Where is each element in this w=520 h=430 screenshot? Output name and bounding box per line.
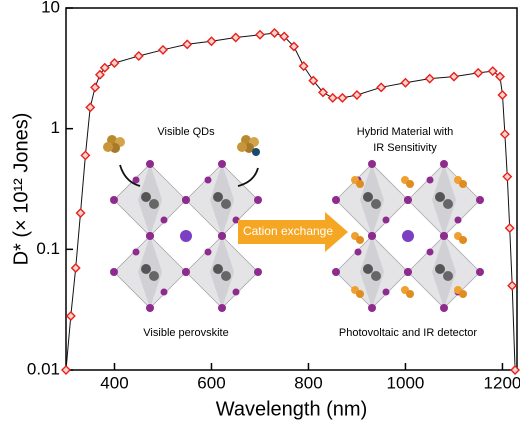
data-point — [230, 32, 241, 43]
data-point — [376, 82, 387, 93]
x-tick-label: 1000 — [387, 373, 425, 392]
annotation: IR Sensitivity — [373, 142, 437, 154]
schematic — [103, 135, 485, 313]
data-point — [448, 71, 459, 82]
data-point — [504, 223, 515, 234]
data-point — [507, 280, 518, 291]
data-point — [182, 39, 193, 50]
y-tick-label: 1 — [51, 118, 60, 137]
x-tick-label: 600 — [197, 373, 225, 392]
data-point — [473, 67, 484, 78]
data-point — [90, 82, 101, 93]
data-point — [499, 129, 510, 140]
data-point — [99, 62, 110, 73]
data-point — [495, 71, 506, 82]
data-point — [133, 51, 144, 62]
data-point — [327, 92, 338, 103]
annotation: Visible perovskite — [143, 327, 228, 339]
data-point — [70, 263, 81, 274]
data-point — [61, 365, 71, 375]
annotation: Visible QDs — [157, 126, 215, 138]
data-point — [288, 41, 299, 52]
data-point — [279, 31, 290, 42]
annotation: Hybrid Material with — [357, 126, 454, 138]
data-point — [254, 29, 265, 40]
x-tick-label: 400 — [100, 373, 128, 392]
y-tick-label: 0.1 — [36, 239, 60, 258]
data-point — [337, 92, 348, 103]
data-point — [109, 58, 120, 69]
data-point — [497, 90, 508, 101]
y-tick-label: 10 — [41, 0, 60, 16]
data-point — [75, 208, 86, 218]
data-point — [94, 69, 105, 80]
data-point — [400, 77, 411, 88]
x-axis-title: Wavelength (nm) — [216, 398, 368, 420]
data-point — [298, 61, 309, 72]
annotation: Photovoltaic and IR detector — [339, 327, 478, 339]
data-point — [80, 150, 91, 161]
data-point — [308, 75, 319, 86]
x-tick-label: 1200 — [484, 373, 520, 392]
data-point — [269, 28, 280, 39]
data-point — [206, 36, 217, 47]
data-point — [65, 311, 76, 322]
y-tick-label: 0.01 — [27, 359, 60, 378]
annotation: Cation exchange — [243, 224, 333, 238]
data-point — [487, 66, 498, 77]
data-point — [157, 44, 168, 55]
data-point — [502, 171, 513, 182]
data-point — [424, 73, 435, 84]
plot-frame — [65, 7, 518, 371]
x-tick-label: 800 — [294, 373, 322, 392]
data-point — [351, 90, 362, 101]
data-point — [318, 87, 329, 98]
data-point — [85, 102, 96, 113]
data-point — [510, 365, 520, 375]
y-axis-title: D* (× 10¹² Jones) — [10, 113, 32, 266]
